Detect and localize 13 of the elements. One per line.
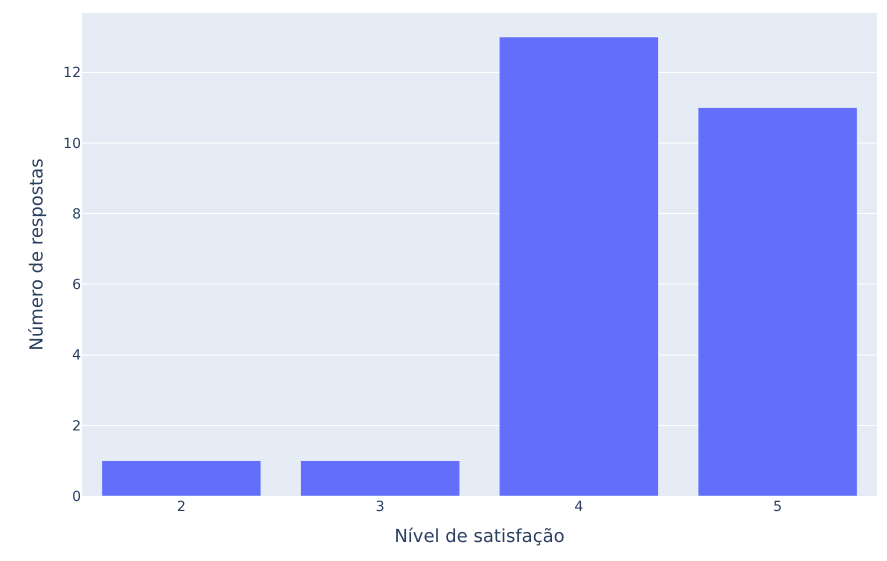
- y-tick-label: 4: [72, 348, 82, 364]
- y-axis-title: Número de respostas: [26, 158, 48, 351]
- y-tick-label: 6: [72, 277, 82, 294]
- x-axis-title: Nível de satisfação: [394, 526, 565, 548]
- x-tick-label: 3: [376, 499, 385, 515]
- x-tick-label: 5: [773, 499, 782, 515]
- y-tick-label: 0: [72, 488, 81, 505]
- y-tick-label: 2: [72, 418, 81, 434]
- y-tick-label: 8: [72, 206, 81, 222]
- y-tick-label: 10: [63, 136, 81, 152]
- x-tick-label: 2: [176, 499, 186, 515]
- y-tick-label: 12: [63, 65, 81, 82]
- x-tick-label: 4: [574, 499, 584, 515]
